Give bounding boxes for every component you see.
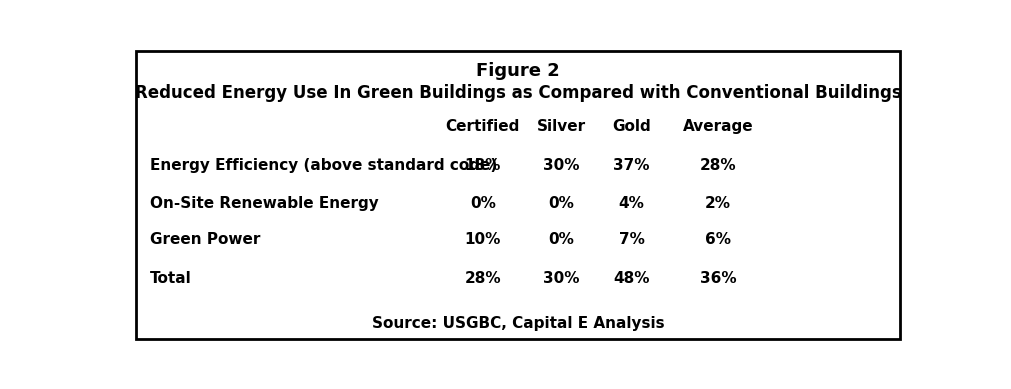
Text: Silver: Silver <box>537 119 585 133</box>
Text: Total: Total <box>150 272 192 286</box>
Text: Average: Average <box>682 119 753 133</box>
Text: On-Site Renewable Energy: On-Site Renewable Energy <box>150 196 379 212</box>
Text: Gold: Gold <box>613 119 651 133</box>
Text: 28%: 28% <box>700 158 736 172</box>
Text: 0%: 0% <box>470 196 495 212</box>
Text: 48%: 48% <box>614 272 650 286</box>
Text: 0%: 0% <box>548 232 574 247</box>
Text: 6%: 6% <box>705 232 731 247</box>
Text: 36%: 36% <box>700 272 736 286</box>
Text: 30%: 30% <box>543 158 579 172</box>
Text: Reduced Energy Use In Green Buildings as Compared with Conventional Buildings: Reduced Energy Use In Green Buildings as… <box>134 84 902 102</box>
Text: Certified: Certified <box>446 119 520 133</box>
Text: 30%: 30% <box>543 272 579 286</box>
Text: 18%: 18% <box>465 158 501 172</box>
FancyBboxPatch shape <box>135 51 901 339</box>
Text: Source: USGBC, Capital E Analysis: Source: USGBC, Capital E Analysis <box>372 316 664 331</box>
Text: 37%: 37% <box>614 158 650 172</box>
Text: 10%: 10% <box>465 232 501 247</box>
Text: Figure 2: Figure 2 <box>476 62 560 80</box>
Text: 4%: 4% <box>619 196 645 212</box>
Text: 28%: 28% <box>465 272 501 286</box>
Text: 2%: 2% <box>705 196 731 212</box>
Text: Energy Efficiency (above standard code): Energy Efficiency (above standard code) <box>150 158 497 172</box>
Text: 0%: 0% <box>548 196 574 212</box>
Text: 7%: 7% <box>619 232 645 247</box>
Text: Green Power: Green Power <box>150 232 260 247</box>
